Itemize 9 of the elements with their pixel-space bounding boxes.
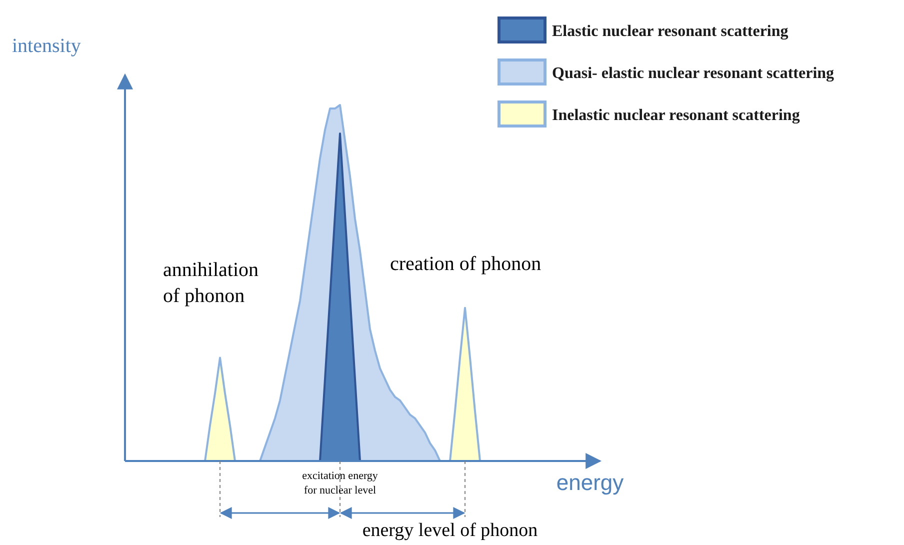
text: energy level of phonon — [362, 520, 538, 541]
legend-label: Quasi- elastic nuclear resonant scattering — [552, 65, 834, 82]
legend-label: Inelastic nuclear resonant scattering — [552, 107, 800, 124]
annotation: annihilation of phonon — [163, 259, 259, 307]
text: excitation energy for nuclear level — [302, 470, 378, 496]
x-axis-title: energy — [556, 470, 624, 495]
legend-label: Elastic nuclear resonant scattering — [552, 23, 788, 40]
annotation: creation of phonon — [390, 253, 542, 275]
y-axis-title: intensity — [12, 35, 81, 57]
